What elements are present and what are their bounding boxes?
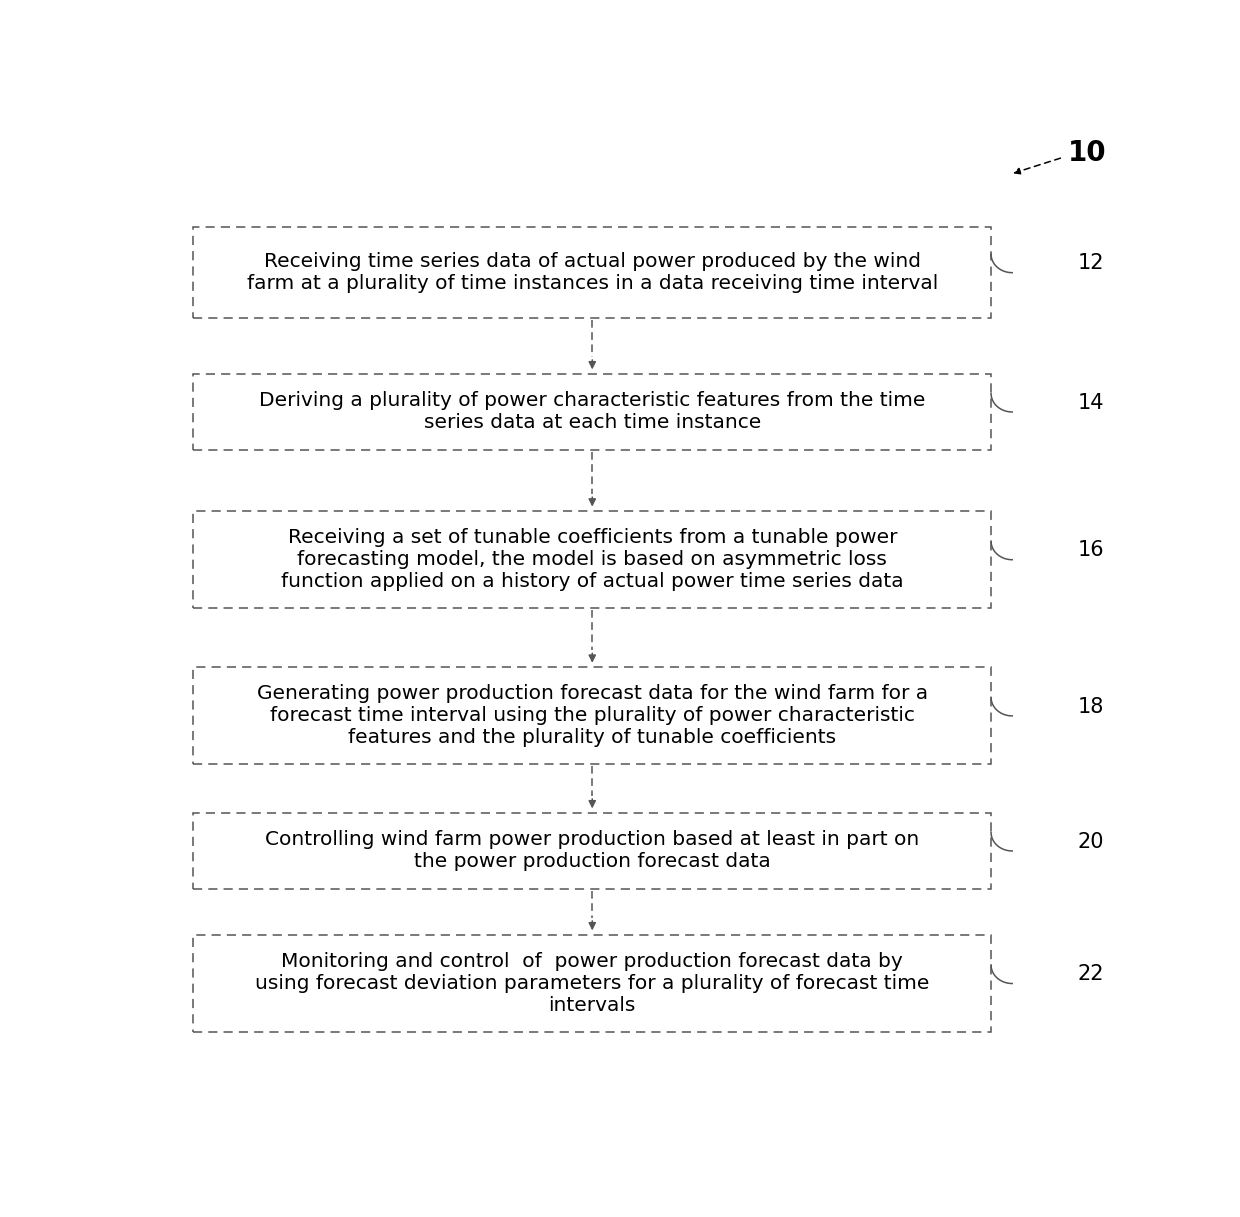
Text: 14: 14 (1078, 393, 1104, 413)
Text: 18: 18 (1078, 696, 1104, 717)
Text: 12: 12 (1078, 253, 1104, 274)
Bar (193, 667, 991, 764)
Text: Deriving a plurality of power characteristic features from the time
series data : Deriving a plurality of power characteri… (259, 392, 925, 432)
Text: Generating power production forecast data for the wind farm for a
forecast time : Generating power production forecast dat… (257, 684, 928, 747)
Text: 22: 22 (1078, 964, 1104, 985)
Text: 10: 10 (1068, 139, 1106, 167)
Bar (193, 935, 991, 1032)
Text: Receiving a set of tunable coefficients from a tunable power
forecasting model, : Receiving a set of tunable coefficients … (281, 528, 904, 591)
Text: 16: 16 (1078, 540, 1104, 560)
Text: Receiving time series data of actual power produced by the wind
farm at a plural: Receiving time series data of actual pow… (247, 252, 937, 293)
Bar (193, 228, 991, 319)
Text: Monitoring and control  of  power production forecast data by
using forecast dev: Monitoring and control of power producti… (255, 952, 930, 1015)
Text: 20: 20 (1078, 831, 1104, 852)
Bar (193, 511, 991, 608)
Text: Controlling wind farm power production based at least in part on
the power produ: Controlling wind farm power production b… (265, 830, 919, 871)
Bar (193, 813, 991, 888)
Bar (193, 374, 991, 450)
